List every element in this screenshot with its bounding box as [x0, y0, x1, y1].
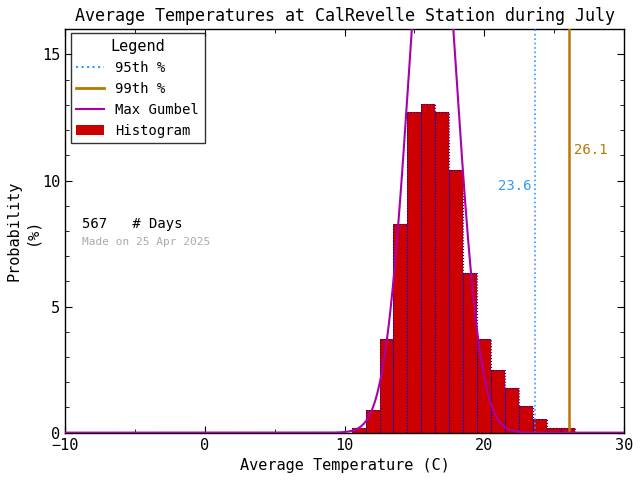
X-axis label: Average Temperature (C): Average Temperature (C): [239, 458, 449, 473]
Bar: [365, 410, 380, 432]
Bar: [492, 371, 505, 432]
Bar: [519, 406, 533, 432]
Bar: [435, 112, 449, 432]
Bar: [449, 170, 463, 432]
Text: 23.6: 23.6: [499, 179, 532, 192]
Text: 567   # Days: 567 # Days: [82, 217, 182, 231]
Bar: [533, 419, 547, 432]
Bar: [533, 419, 547, 432]
Bar: [561, 428, 575, 432]
Bar: [421, 104, 435, 432]
Bar: [449, 170, 463, 432]
Bar: [547, 428, 561, 432]
Bar: [477, 339, 492, 432]
Bar: [408, 112, 421, 432]
Text: 26.1: 26.1: [573, 144, 607, 157]
Bar: [394, 224, 408, 432]
Bar: [547, 428, 561, 432]
Bar: [463, 273, 477, 432]
Bar: [519, 406, 533, 432]
Bar: [492, 371, 505, 432]
Bar: [505, 388, 519, 432]
Bar: [351, 428, 365, 432]
Bar: [351, 428, 365, 432]
Bar: [505, 388, 519, 432]
Bar: [463, 273, 477, 432]
Bar: [435, 112, 449, 432]
Text: Made on 25 Apr 2025: Made on 25 Apr 2025: [82, 237, 211, 247]
Bar: [380, 339, 394, 432]
Bar: [380, 339, 394, 432]
Legend: 95th %, 99th %, Max Gumbel, Histogram: 95th %, 99th %, Max Gumbel, Histogram: [71, 33, 205, 143]
Title: Average Temperatures at CalRevelle Station during July: Average Temperatures at CalRevelle Stati…: [75, 7, 614, 25]
Bar: [561, 428, 575, 432]
Bar: [394, 224, 408, 432]
Bar: [365, 410, 380, 432]
Bar: [408, 112, 421, 432]
Bar: [477, 339, 492, 432]
Y-axis label: Probability
(%): Probability (%): [7, 181, 39, 281]
Bar: [421, 104, 435, 432]
